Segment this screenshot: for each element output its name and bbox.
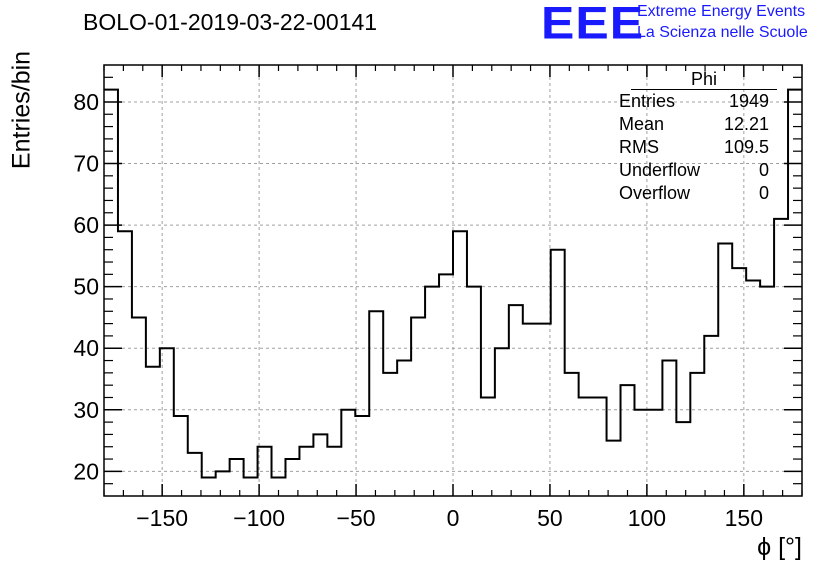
y-tick-label: 20 [73, 458, 99, 484]
stats-value: 1949 [728, 91, 769, 111]
x-axis-ticks: −150 −100 −50 0 50 100 150 [103, 65, 803, 531]
eee-logo-mark: EEE [541, 0, 645, 49]
stats-label: Mean [619, 114, 665, 134]
grid-lines [104, 65, 802, 496]
stats-row-mean: Mean 12.21 [611, 113, 777, 136]
stats-box: Phi Entries 1949 Mean 12.21 RMS 109.5 Un… [611, 69, 777, 205]
plot-frame [103, 64, 803, 497]
x-tick-label: −50 [337, 505, 376, 531]
y-axis-label: Entries/bin [7, 50, 36, 170]
stats-row-underflow: Underflow 0 [611, 159, 777, 182]
y-tick-label: 60 [73, 212, 99, 238]
stats-label: RMS [619, 137, 659, 157]
stats-title: Phi [631, 69, 777, 90]
stats-value: 0 [758, 183, 769, 203]
stats-label: Entries [619, 91, 676, 111]
y-tick-label: 30 [73, 397, 99, 423]
y-tick-label: 50 [73, 274, 99, 300]
stats-value: 0 [758, 160, 769, 180]
stats-row-entries: Entries 1949 [611, 90, 777, 113]
chart-title: BOLO-01-2019-03-22-00141 [83, 9, 378, 35]
histogram-line [104, 88, 802, 479]
y-tick-label: 80 [73, 89, 99, 115]
y-axis-ticks: 20 30 40 50 60 70 80 [73, 76, 802, 484]
x-axis-label: ϕ [°] [757, 533, 802, 561]
y-tick-label: 40 [73, 335, 99, 361]
x-tick-label: −150 [136, 505, 188, 531]
stats-label: Overflow [619, 183, 691, 203]
x-tick-label: −100 [233, 505, 285, 531]
stats-label: Underflow [619, 160, 701, 180]
x-tick-label: 0 [447, 505, 460, 531]
stats-value: 109.5 [723, 137, 769, 157]
x-tick-label: 50 [537, 505, 563, 531]
logo-text-line2: La Scienza nelle Scuole [637, 24, 808, 41]
x-tick-label: 100 [628, 505, 666, 531]
stats-row-rms: RMS 109.5 [611, 136, 777, 159]
x-tick-label: 150 [725, 505, 763, 531]
stats-value: 12.21 [723, 114, 769, 134]
stats-row-overflow: Overflow 0 [611, 182, 777, 205]
logo-text-line1: Extreme Energy Events [637, 3, 806, 20]
y-tick-label: 70 [73, 151, 99, 177]
